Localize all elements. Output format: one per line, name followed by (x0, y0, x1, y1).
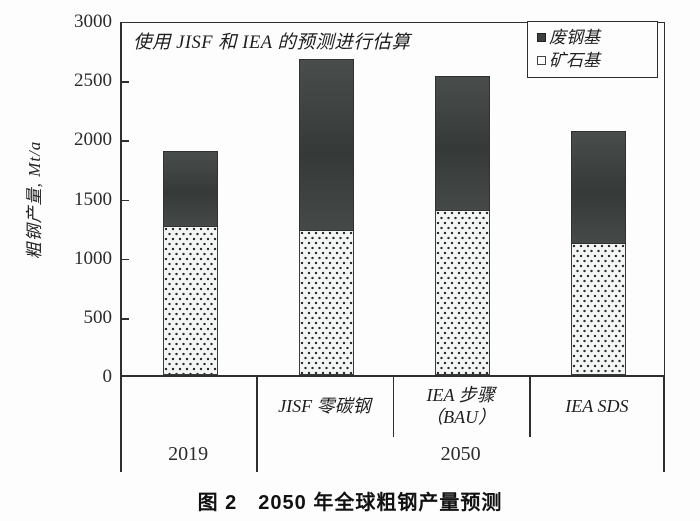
y-tick-mark (122, 258, 129, 261)
x-axis-separator (256, 377, 259, 472)
scrap-swatch-icon (537, 33, 546, 42)
chart-annotation: 使用 JISF 和 IEA 的预测进行估算 (133, 33, 411, 53)
legend: 废钢基 矿石基 (527, 21, 658, 78)
segment-ore (435, 210, 491, 375)
y-tick-label: 2000 (74, 129, 112, 151)
stacked-bar-2 (435, 75, 491, 375)
scenario-label-0 (120, 377, 256, 437)
year-group-label: 2019 (168, 443, 209, 465)
ore-swatch-icon (537, 56, 546, 65)
y-tick-mark (122, 140, 129, 143)
scenario-label-1: JISF 零碳钢 (278, 396, 371, 417)
stacked-bar-3 (571, 131, 627, 375)
y-tick-label: 500 (83, 306, 113, 328)
y-tick-mark (122, 317, 129, 320)
figure-caption: 图 2 2050 年全球粗钢产量预测 (197, 492, 503, 514)
year-group-label: 2050 (440, 443, 481, 465)
x-axis-separator (392, 377, 395, 437)
legend-item-scrap: 废钢基 (537, 27, 651, 48)
plot-area (120, 22, 665, 377)
stacked-bar-1 (298, 59, 354, 375)
stacked-bar-0 (162, 151, 218, 375)
segment-scrap (298, 59, 354, 231)
segment-ore (162, 227, 218, 375)
x-axis-separator (663, 377, 665, 472)
legend-label-scrap: 废钢基 (549, 28, 600, 47)
y-tick-label: 1000 (74, 247, 112, 269)
scenario-label-2: IEA 步骤 （BAU） (425, 385, 497, 427)
x-axis-separator (120, 377, 122, 472)
segment-scrap (571, 131, 627, 244)
segment-scrap (162, 151, 218, 228)
y-axis-title: 粗钢产量, Mt/a (25, 140, 44, 260)
segment-ore (571, 243, 627, 375)
y-tick-label: 0 (102, 366, 113, 387)
x-axis-table: JISF 零碳钢 IEA 步骤 （BAU） IEA SDS 2019 2050 (120, 377, 665, 472)
scenario-label-3: IEA SDS (565, 396, 629, 417)
segment-ore (298, 230, 354, 375)
legend-item-ore: 矿石基 (537, 50, 651, 71)
legend-label-ore: 矿石基 (549, 51, 600, 70)
y-tick-label: 2500 (74, 70, 112, 92)
x-axis-separator (528, 377, 531, 437)
y-tick-label: 1500 (74, 188, 112, 210)
y-tick-label: 3000 (74, 11, 112, 32)
segment-scrap (435, 75, 491, 211)
y-tick-mark (122, 199, 129, 202)
y-tick-mark (122, 81, 129, 83)
